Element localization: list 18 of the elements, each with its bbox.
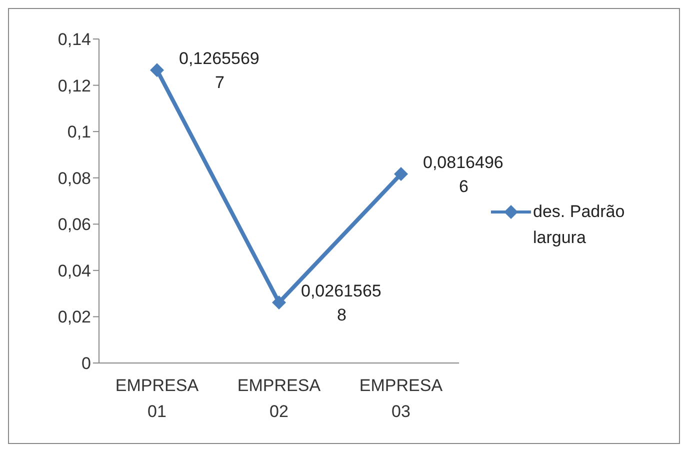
data-label: 0,12655697	[179, 49, 260, 92]
legend-label: des. Padrão largura	[533, 200, 626, 248]
x-tick-label: EMPRESA 03	[359, 376, 444, 421]
y-tick-label: 0,1	[67, 122, 91, 142]
data-label: 0,02615658	[301, 281, 382, 324]
point	[394, 167, 408, 182]
y-tick-label: 0,02	[58, 308, 91, 327]
x-tick-label: EMPRESA 02	[237, 376, 322, 421]
y-tick-label: 0	[82, 354, 91, 374]
y-tick-label: 0,04	[58, 261, 91, 280]
data-label: 0,08164966	[423, 153, 504, 196]
y-tick-label: 0,08	[58, 168, 91, 188]
y-tick-label: 0,12	[58, 76, 91, 96]
point	[272, 295, 286, 310]
x-tick-label: EMPRESA 01	[115, 376, 200, 421]
y-tick-label: 0,06	[58, 215, 91, 234]
point	[150, 63, 164, 78]
y-tick-label: 0,14	[58, 30, 91, 50]
